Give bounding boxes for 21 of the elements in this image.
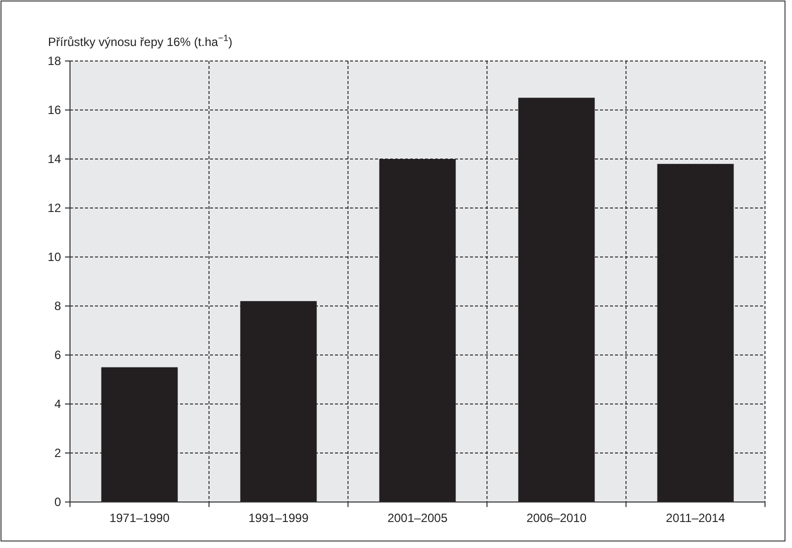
x-tick-label: 2001–2005 <box>387 511 448 525</box>
x-tick-label: 2011–2014 <box>666 511 726 525</box>
y-axis-title: Přírůstky výnosu řepy 16% (t.ha$^{−1}$) <box>48 33 232 49</box>
x-tick-label: 2006–2010 <box>526 511 587 525</box>
y-tick-label: 4 <box>54 397 62 412</box>
y-tick-label: 10 <box>48 250 62 264</box>
bar <box>240 301 317 502</box>
x-tick-label: 1991–1999 <box>248 511 309 525</box>
bar <box>379 159 456 502</box>
y-tick-label: 16 <box>48 103 62 118</box>
y-tick-label: 18 <box>48 54 62 68</box>
y-tick-label: 0 <box>54 495 62 510</box>
y-tick-label: 6 <box>54 348 62 362</box>
bar <box>518 98 595 502</box>
y-tick-label: 14 <box>48 152 62 166</box>
bar <box>657 164 734 502</box>
x-tick-label: 1971–1990 <box>109 511 170 525</box>
y-tick-label: 12 <box>48 201 62 216</box>
y-tick-label: 8 <box>54 299 62 314</box>
bar <box>101 367 178 502</box>
y-tick-label: 2 <box>54 446 62 460</box>
